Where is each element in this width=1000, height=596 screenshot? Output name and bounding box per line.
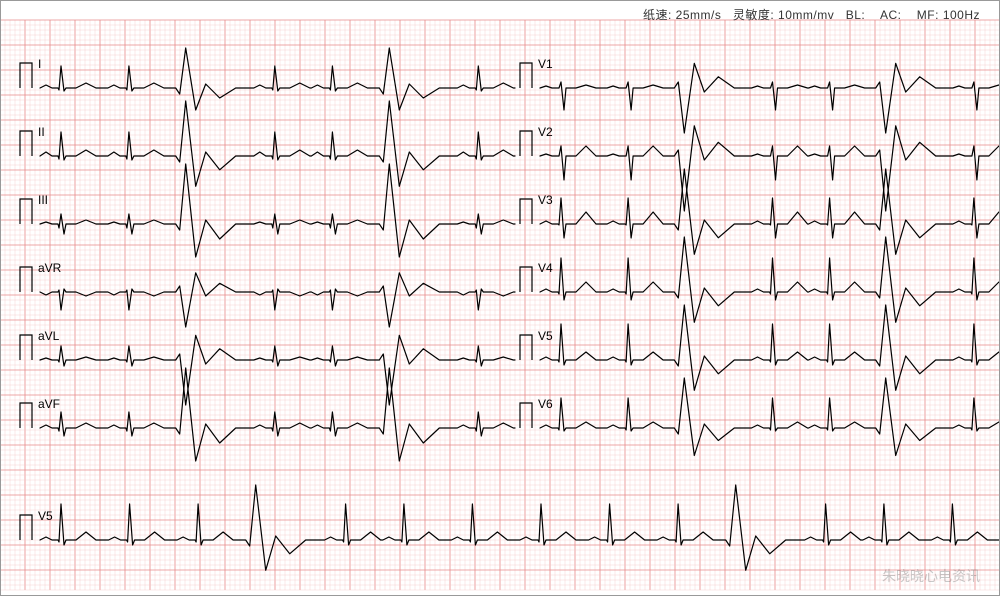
lead-label-aVR: aVR bbox=[38, 261, 62, 275]
lead-label-I: I bbox=[38, 57, 41, 71]
watermark: 朱晓晓心电资讯 bbox=[882, 566, 980, 586]
lead-label-V2: V2 bbox=[538, 125, 553, 139]
ac-label: AC: bbox=[880, 8, 902, 22]
lead-label-V1: V1 bbox=[538, 57, 553, 71]
sensitivity-label: 灵敏度: bbox=[733, 8, 774, 22]
lead-label-III: III bbox=[38, 193, 48, 207]
lead-label-V3: V3 bbox=[538, 193, 553, 207]
ecg-header: 纸速: 25mm/s 灵敏度: 10mm/mv BL: AC: MF: 100H… bbox=[643, 6, 980, 23]
lead-label-V6: V6 bbox=[538, 397, 553, 411]
lead-label-aVL: aVL bbox=[38, 329, 60, 343]
lead-label-V4: V4 bbox=[538, 261, 553, 275]
trace-II bbox=[40, 101, 515, 186]
paper-speed-value: 25mm/s bbox=[676, 8, 722, 22]
lead-label-II: II bbox=[38, 125, 45, 139]
trace-I bbox=[40, 48, 515, 110]
mf-label: MF: bbox=[917, 8, 939, 22]
lead-label-V5: V5 bbox=[538, 329, 553, 343]
lead-label-aVF: aVF bbox=[38, 397, 60, 411]
ecg-svg: IIIIIIaVRaVLaVFV1V2V3V4V5V6V5 bbox=[0, 0, 1000, 596]
sensitivity-value: 10mm/mv bbox=[778, 8, 834, 22]
ecg-container: IIIIIIaVRaVLaVFV1V2V3V4V5V6V5 纸速: 25mm/s… bbox=[0, 0, 1000, 596]
paper-speed-label: 纸速: bbox=[643, 8, 672, 22]
trace-III bbox=[40, 164, 515, 257]
lead-label-rhythm: V5 bbox=[38, 509, 53, 523]
mf-value: 100Hz bbox=[943, 8, 980, 22]
bl-label: BL: bbox=[846, 8, 866, 22]
ecg-grid bbox=[0, 20, 1000, 590]
trace-aVF bbox=[40, 368, 515, 461]
